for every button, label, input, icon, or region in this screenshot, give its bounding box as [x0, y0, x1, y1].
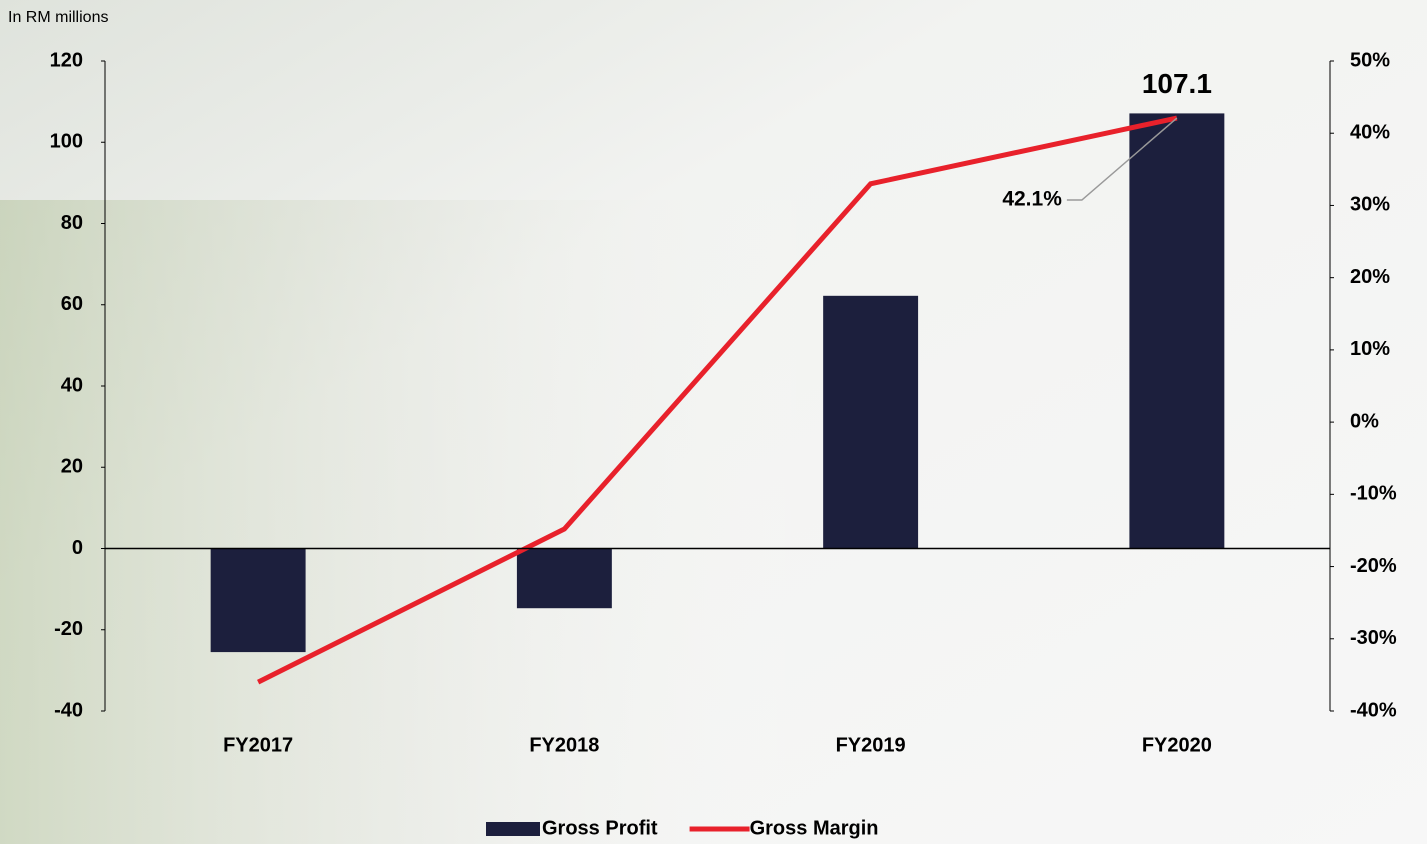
- y2-tick-label: -30%: [1350, 627, 1397, 649]
- y-tick-label: 0: [72, 537, 83, 559]
- x-tick-label: FY2017: [223, 734, 293, 756]
- data-label: 107.1: [1142, 68, 1212, 99]
- y2-tick-label: 50%: [1350, 49, 1390, 71]
- legend-label: Gross Profit: [542, 817, 658, 839]
- y2-tick-label: -20%: [1350, 555, 1397, 577]
- y2-tick-label: 10%: [1350, 338, 1390, 360]
- y2-tick-label: 20%: [1350, 266, 1390, 288]
- y2-tick-label: 30%: [1350, 194, 1390, 216]
- legend-swatch: [486, 822, 540, 836]
- y-tick-label: 40: [61, 374, 83, 396]
- bar: [823, 295, 919, 549]
- data-label: 42.1%: [1002, 188, 1062, 211]
- y2-tick-label: 0%: [1350, 410, 1379, 432]
- line: [257, 115, 1178, 685]
- y-tick-label: 60: [61, 293, 83, 315]
- leader-line: [1066, 117, 1178, 201]
- x-tick-label: FY2018: [529, 734, 599, 756]
- y-tick-label: 120: [50, 49, 83, 71]
- bar: [210, 548, 306, 653]
- x-tick-label: FY2020: [1142, 734, 1212, 756]
- y-tick-label: -20: [54, 618, 83, 640]
- bar: [1129, 113, 1225, 549]
- y2-tick-label: 40%: [1350, 122, 1390, 144]
- y2-tick-label: -10%: [1350, 483, 1397, 505]
- y-tick-label: 100: [50, 131, 83, 153]
- y-tick-label: 80: [61, 212, 83, 234]
- y2-tick-label: -40%: [1350, 699, 1397, 721]
- y-tick-label: -40: [54, 699, 83, 721]
- y-tick-label: 20: [61, 456, 83, 478]
- legend-label: Gross Margin: [750, 817, 879, 839]
- x-tick-label: FY2019: [836, 734, 906, 756]
- y-axis-label: In RM millions: [8, 9, 108, 26]
- bar: [516, 548, 612, 609]
